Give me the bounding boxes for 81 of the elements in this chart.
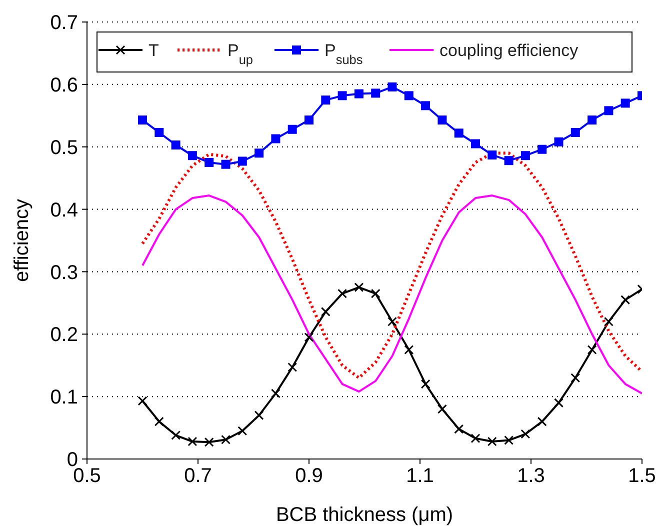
legend-label: P$_{subs}$ bbox=[324, 41, 363, 66]
point bbox=[570, 373, 580, 383]
point bbox=[620, 295, 630, 305]
point bbox=[454, 424, 464, 434]
point bbox=[188, 151, 197, 160]
point bbox=[304, 116, 314, 125]
point bbox=[154, 416, 164, 426]
x-tick-label: 1.5 bbox=[628, 465, 656, 488]
line-series bbox=[142, 194, 642, 394]
point bbox=[588, 116, 597, 125]
point bbox=[221, 434, 230, 444]
point bbox=[388, 82, 397, 92]
y-tick-label: 0.6 bbox=[50, 74, 78, 97]
point bbox=[587, 345, 597, 354]
x-tick-label: 0.7 bbox=[184, 465, 212, 488]
point bbox=[371, 88, 380, 98]
legend-label: T bbox=[148, 41, 159, 60]
point bbox=[470, 434, 480, 444]
point bbox=[554, 137, 564, 146]
point bbox=[370, 288, 380, 298]
point bbox=[221, 160, 230, 169]
point bbox=[320, 306, 330, 316]
point bbox=[420, 379, 430, 389]
point bbox=[504, 156, 514, 166]
point bbox=[204, 437, 214, 447]
point bbox=[338, 288, 348, 298]
point bbox=[537, 416, 547, 426]
point bbox=[354, 282, 364, 292]
point bbox=[487, 436, 497, 446]
point bbox=[538, 144, 547, 154]
legend-label: coupling efficiency bbox=[440, 41, 579, 60]
point bbox=[604, 106, 614, 116]
point bbox=[554, 398, 564, 408]
point bbox=[421, 101, 430, 110]
point bbox=[138, 396, 148, 406]
point bbox=[604, 316, 614, 326]
line-series bbox=[141, 152, 642, 380]
point bbox=[254, 410, 264, 420]
x-tick-label: 0.5 bbox=[73, 465, 101, 488]
point bbox=[204, 158, 214, 167]
point bbox=[620, 98, 630, 108]
point bbox=[520, 151, 530, 160]
point bbox=[188, 436, 198, 446]
point bbox=[338, 91, 347, 100]
point bbox=[504, 436, 514, 446]
y-tick-label: 0.7 bbox=[50, 12, 78, 34]
point bbox=[354, 89, 364, 98]
y-axis-title: efficiency bbox=[11, 198, 34, 282]
point bbox=[520, 429, 530, 439]
y-tick-label: 0.3 bbox=[50, 262, 78, 284]
point bbox=[238, 156, 247, 166]
point bbox=[271, 134, 280, 144]
point bbox=[471, 139, 480, 148]
y-tick-label: 0.4 bbox=[50, 199, 78, 222]
point bbox=[404, 91, 414, 100]
legend-label: P$_{up}$ bbox=[228, 41, 254, 66]
point bbox=[138, 116, 147, 125]
point bbox=[288, 124, 297, 134]
y-tick-label: 0.2 bbox=[50, 324, 78, 346]
y-tick-label: 0.5 bbox=[50, 136, 78, 159]
x-tick-label: 1.1 bbox=[406, 465, 434, 488]
point bbox=[154, 128, 164, 137]
point bbox=[171, 430, 181, 440]
point bbox=[438, 116, 447, 125]
x-tick-label: 1.3 bbox=[517, 465, 545, 488]
point bbox=[454, 128, 464, 138]
x-tick-label: 0.9 bbox=[295, 465, 323, 488]
point bbox=[488, 150, 497, 160]
y-tick-label: 0.1 bbox=[50, 386, 78, 409]
point bbox=[288, 362, 298, 372]
point bbox=[437, 404, 447, 414]
point bbox=[388, 316, 397, 326]
point bbox=[304, 332, 314, 342]
point bbox=[570, 128, 580, 137]
point bbox=[404, 345, 414, 354]
point bbox=[238, 426, 248, 436]
point bbox=[270, 388, 280, 398]
x-axis-title: BCB thickness (μm) bbox=[276, 504, 454, 526]
point bbox=[254, 148, 264, 158]
point bbox=[171, 140, 180, 150]
point bbox=[321, 96, 330, 105]
